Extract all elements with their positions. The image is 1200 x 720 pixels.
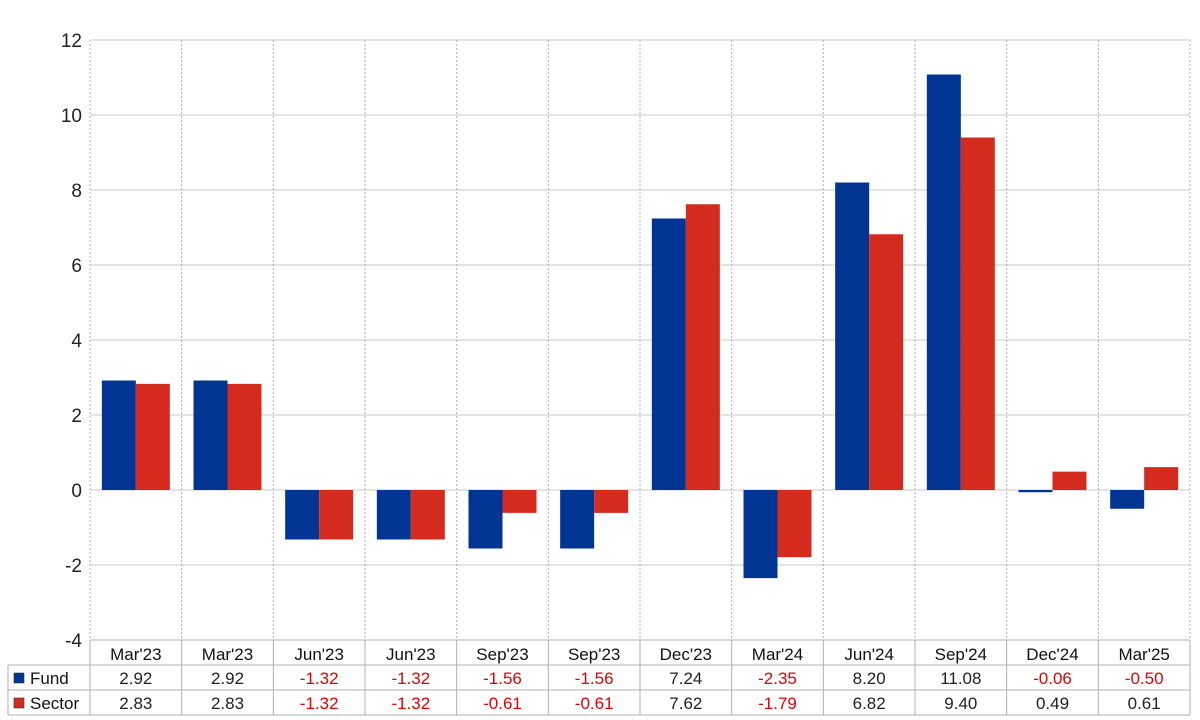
- y-tick-label: 12: [61, 31, 82, 52]
- bar-fund-0: [101, 380, 136, 490]
- table-cell-fund: -0.06: [1033, 669, 1072, 688]
- bar-sector-4: [502, 490, 537, 513]
- category-label: Sep'23: [476, 645, 528, 664]
- table-cell-fund: -2.35: [758, 669, 797, 688]
- table-cell-sector: -0.61: [483, 694, 522, 713]
- table-cell-fund: 8.20: [853, 669, 886, 688]
- category-label: Sep'24: [935, 645, 987, 664]
- y-tick-label: 10: [61, 106, 82, 127]
- bar-fund-9: [926, 74, 961, 490]
- y-tick-label: 6: [71, 256, 82, 277]
- bar-fund-1: [193, 380, 228, 490]
- bar-fund-10: [1018, 490, 1053, 493]
- category-label: Jun'24: [844, 645, 894, 664]
- table-cell-fund: 11.08: [940, 669, 981, 688]
- legend-label-fund: Fund: [30, 669, 69, 688]
- table-cell-sector: 6.82: [853, 694, 886, 713]
- table-cell-fund: -1.32: [300, 669, 339, 688]
- data-table: Mar'23 Mar'23 Jun'23 Jun'23 Sep'23 Sep'23 Dec'…: [7, 639, 1191, 716]
- grid-lines: [89, 39, 1191, 641]
- y-tick-label: 0: [71, 481, 82, 502]
- bar-fund-3: [376, 490, 411, 540]
- bar-sector-5: [594, 490, 629, 513]
- table-cell-fund: 2.92: [211, 669, 244, 688]
- category-label: Mar'23: [202, 645, 253, 664]
- table-cell-fund: -1.56: [575, 669, 614, 688]
- bar-fund-5: [560, 490, 595, 549]
- y-axis: 12 10 8 6 4 2 0 -2 -4: [61, 31, 83, 652]
- bar-fund-11: [1110, 490, 1145, 509]
- table-cell-sector: 2.83: [211, 694, 244, 713]
- table-cell-fund: -0.50: [1125, 669, 1164, 688]
- legend-swatch-fund: [13, 672, 25, 684]
- bar-sector-0: [135, 383, 170, 490]
- table-cell-sector: -1.79: [758, 694, 797, 713]
- category-label: Mar'25: [1118, 645, 1169, 664]
- bar-sector-7: [777, 490, 812, 558]
- y-tick-label: 4: [71, 331, 82, 352]
- table-cell-sector: 2.83: [119, 694, 152, 713]
- table-cell-fund: 7.24: [669, 669, 702, 688]
- table-cell-sector: -1.32: [300, 694, 339, 713]
- y-tick-label: 8: [71, 181, 82, 202]
- table-cell-sector: 9.40: [944, 694, 977, 713]
- table-cell-sector: 0.61: [1128, 694, 1161, 713]
- y-tick-label: -2: [65, 556, 82, 577]
- bar-sector-8: [869, 234, 904, 490]
- bar-sector-2: [319, 490, 354, 540]
- table-cell-sector: 0.49: [1036, 694, 1069, 713]
- bar-fund-4: [468, 490, 503, 549]
- legend-swatch-sector: [13, 697, 25, 709]
- bar-sector-1: [227, 383, 262, 490]
- table-cell-fund: -1.32: [391, 669, 430, 688]
- legend-label-sector: Sector: [30, 694, 79, 713]
- table-cell-fund: -1.56: [483, 669, 522, 688]
- table-cell-sector: 7.62: [669, 694, 702, 713]
- table-cell-sector: -0.61: [575, 694, 614, 713]
- bar-fund-2: [285, 490, 320, 540]
- y-tick-label: 2: [71, 406, 82, 427]
- bar-sector-10: [1052, 471, 1087, 490]
- category-label: Dec'23: [660, 645, 712, 664]
- bar-fund-8: [835, 182, 870, 490]
- category-label: Mar'23: [110, 645, 161, 664]
- table-cell-fund: 2.92: [119, 669, 152, 688]
- category-label: Jun'23: [386, 645, 436, 664]
- bar-sector-11: [1144, 467, 1179, 490]
- category-label: Dec'24: [1026, 645, 1078, 664]
- bars: [101, 74, 1179, 579]
- category-label: Mar'24: [752, 645, 803, 664]
- bar-fund-6: [651, 218, 686, 490]
- bar-sector-6: [685, 204, 720, 490]
- table-cell-sector: -1.32: [391, 694, 430, 713]
- category-label: Jun'23: [294, 645, 344, 664]
- y-tick-label: -4: [65, 631, 82, 652]
- bar-fund-7: [743, 490, 778, 579]
- bar-sector-9: [960, 137, 995, 490]
- category-label: Sep'23: [568, 645, 620, 664]
- bar-sector-3: [410, 490, 445, 540]
